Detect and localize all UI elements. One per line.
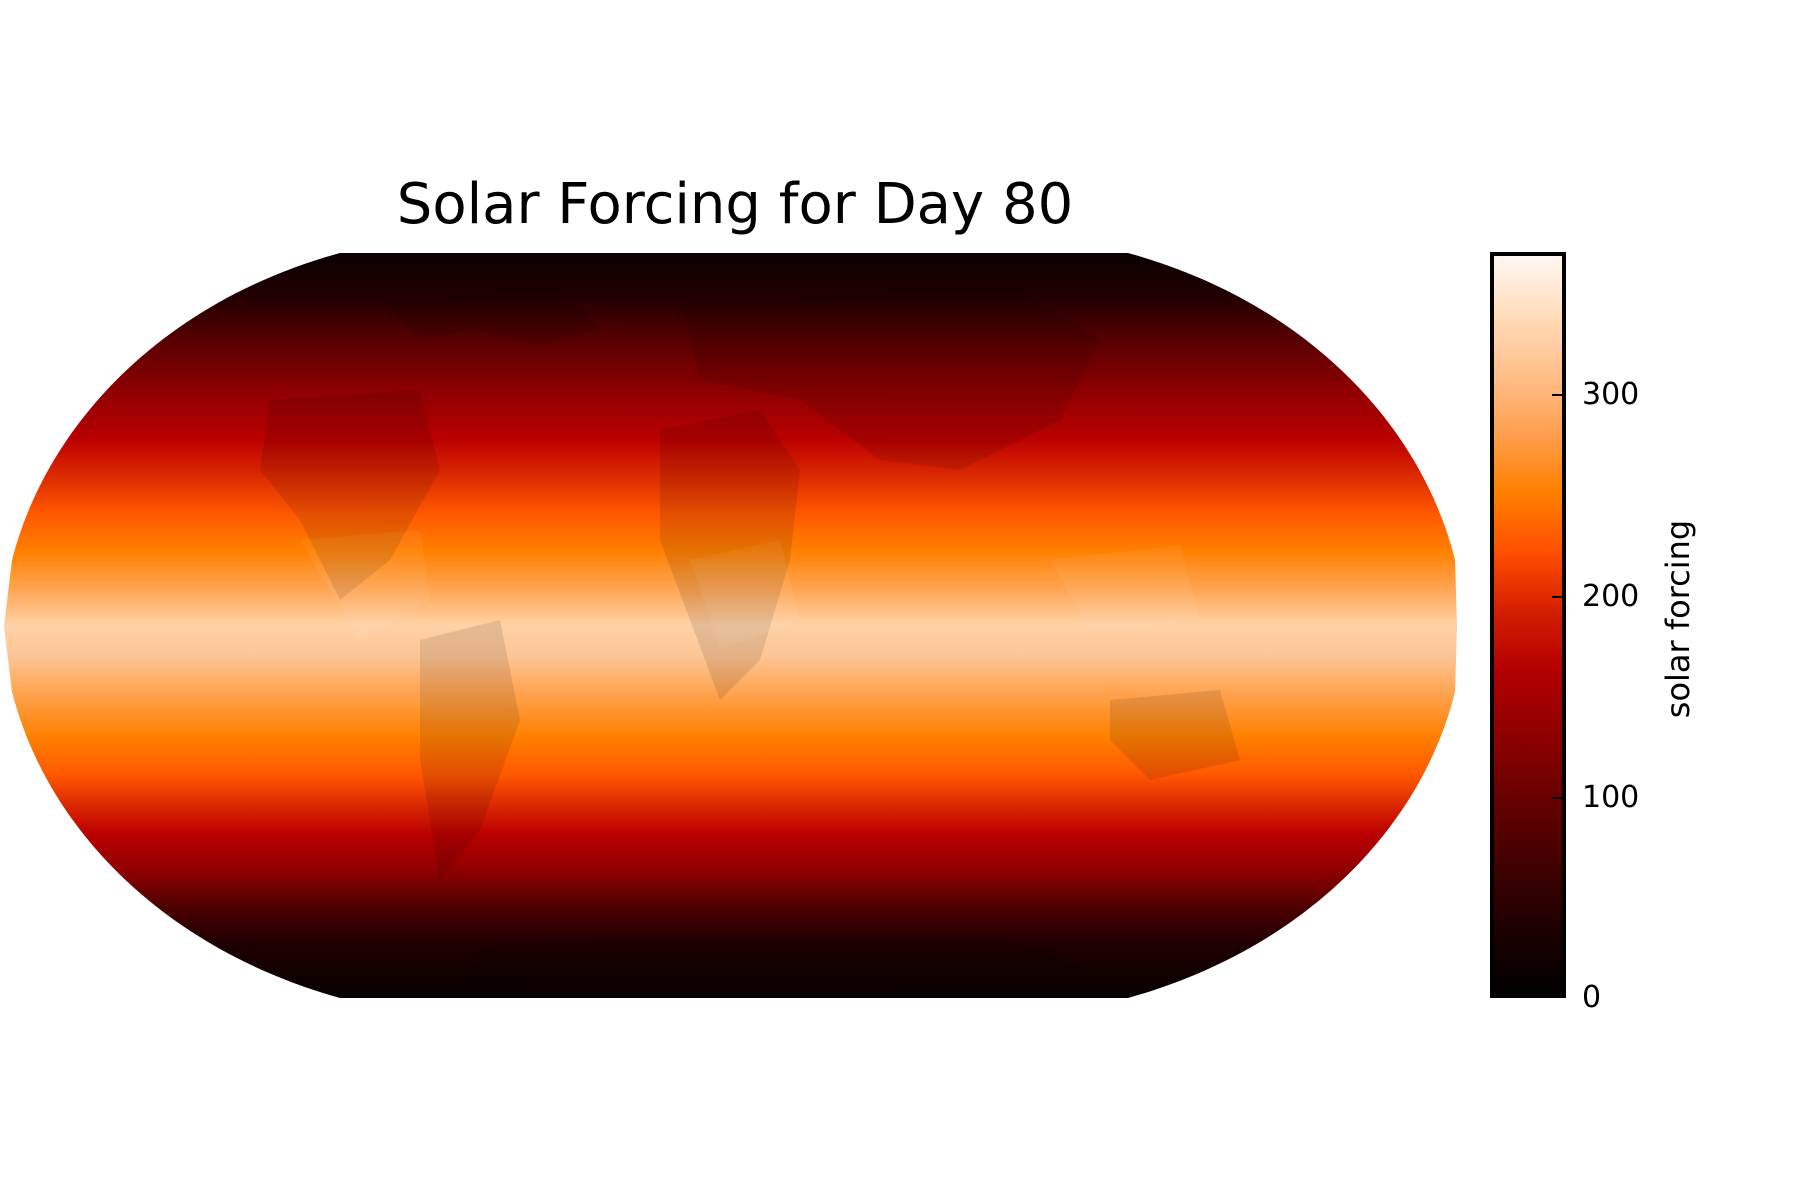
- colorbar-gradient: [1494, 256, 1562, 994]
- world-map-heatmap: [4, 253, 1457, 998]
- colorbar: [1490, 252, 1566, 998]
- colorbar-tick-200: [1552, 596, 1562, 598]
- colorbar-tick-100: [1552, 797, 1562, 799]
- land-masses: [260, 290, 1240, 985]
- map-area: [4, 253, 1457, 998]
- colorbar-tick-label: 100: [1582, 780, 1640, 815]
- colorbar-tick-label: 0: [1582, 980, 1602, 1015]
- colorbar-tick-label: 300: [1582, 377, 1640, 412]
- colorbar-label: solar forcing: [1659, 519, 1697, 719]
- land-masses-equatorial: [300, 530, 1200, 650]
- colorbar-tick-label: 200: [1582, 579, 1640, 614]
- colorbar-tick-300: [1552, 394, 1562, 396]
- chart-title: Solar Forcing for Day 80: [396, 172, 1074, 237]
